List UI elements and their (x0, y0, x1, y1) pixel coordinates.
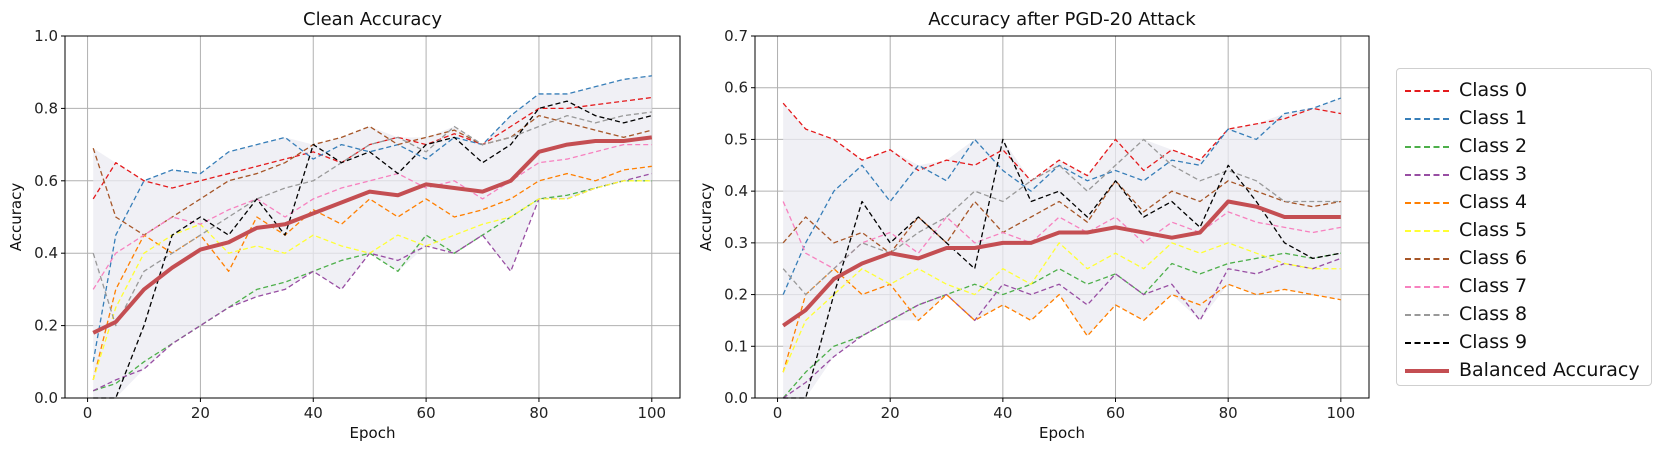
legend-swatch (1405, 369, 1449, 373)
series-line-class-5 (92, 180, 652, 381)
legend-label: Balanced Accuracy (1459, 359, 1640, 381)
legend-swatch (1405, 90, 1449, 94)
y-tick-label: 0.1 (724, 337, 748, 355)
legend-entry-class-1: Class 1 (1397, 105, 1651, 133)
legend-swatch (1405, 286, 1449, 290)
legend-label: Class 0 (1459, 79, 1528, 101)
legend-entry-class-6: Class 6 (1397, 245, 1651, 273)
y-tick-label: 0.2 (724, 286, 748, 304)
x-axis-label: Epoch (1039, 424, 1085, 442)
y-axis-label: Accuracy (7, 183, 25, 252)
series-line-class-8 (782, 138, 1341, 296)
chart-title: Accuracy after PGD-20 Attack (928, 9, 1196, 30)
legend-entry-class-2: Class 2 (1397, 133, 1651, 161)
range-band (783, 98, 1341, 399)
legend-swatch (1405, 146, 1449, 150)
series-line-class-1 (92, 75, 652, 362)
legend-swatch (1405, 314, 1449, 318)
x-tick-label: 20 (191, 404, 210, 422)
legend-label: Class 7 (1459, 275, 1528, 297)
y-tick-label: 0.6 (34, 172, 58, 190)
legend-entry-class-9: Class 9 (1397, 329, 1651, 357)
x-axis-label: Epoch (350, 424, 396, 442)
series-line-class-1 (782, 97, 1342, 295)
series-line-class-0 (92, 96, 652, 200)
x-tick-label: 60 (1106, 404, 1125, 422)
legend-entry-class-3: Class 3 (1397, 161, 1651, 189)
y-tick-label: 0.8 (34, 99, 58, 117)
x-tick-label: 40 (304, 404, 323, 422)
series-line-class-4 (92, 165, 652, 381)
legend-swatch (1405, 342, 1449, 346)
y-tick-label: 0.0 (724, 389, 748, 407)
legend-label: Class 2 (1459, 135, 1528, 157)
x-tick-label: 80 (529, 404, 548, 422)
series-line-class-2 (782, 252, 1341, 399)
legend-label: Class 8 (1459, 303, 1528, 325)
legend-swatch (1405, 230, 1449, 234)
x-tick-label: 100 (637, 404, 666, 422)
y-tick-label: 0.3 (724, 234, 748, 252)
chart-clean-accuracy: 0 20 40 60 80 100 0.0 0.2 0.4 0.6 0.8 1.0 Clean Accu… (7, 9, 681, 442)
legend-entry-class-8: Class 8 (1397, 301, 1651, 329)
series-line-class-4 (782, 268, 1341, 373)
y-axis-label: Accuracy (697, 183, 715, 252)
x-tick-label: 80 (1219, 404, 1238, 422)
plot-frame (754, 35, 1370, 399)
y-tick-label: 0.2 (34, 317, 58, 335)
legend-swatch (1405, 118, 1449, 122)
y-tick-label: 1.0 (34, 27, 58, 45)
legend-label: Class 4 (1459, 191, 1528, 213)
chart-pgd20-accuracy: 0 20 40 60 80 100 0.0 0.1 0.2 0.3 0.4 0.5 0.6 0.7 Accu… (697, 9, 1370, 442)
series-line-class-0 (782, 102, 1341, 182)
legend-swatch (1405, 258, 1449, 262)
y-tick-label: 0.6 (724, 79, 748, 97)
x-tick-label: 60 (417, 404, 436, 422)
x-tick-label: 0 (83, 404, 93, 422)
series-line-class-7 (782, 201, 1341, 270)
y-tick-label: 0.4 (724, 182, 748, 200)
legend-label: Class 9 (1459, 331, 1528, 353)
legend: Class 0 Class 1 Class 2 Class 3 Class 4 … (1396, 68, 1652, 386)
x-tick-label: 100 (1327, 404, 1356, 422)
legend-entry-class-4: Class 4 (1397, 189, 1651, 217)
legend-swatch (1405, 202, 1449, 206)
legend-entry-balanced-accuracy: Balanced Accuracy (1397, 357, 1651, 385)
legend-entry-class-5: Class 5 (1397, 217, 1651, 245)
y-tick-label: 0.5 (724, 130, 748, 148)
legend-swatch (1405, 174, 1449, 178)
series-line-balanced-accuracy (92, 135, 653, 335)
series-line-class-3 (782, 257, 1342, 399)
legend-label: Class 3 (1459, 163, 1528, 185)
legend-label: Class 5 (1459, 219, 1528, 241)
legend-label: Class 1 (1459, 107, 1528, 129)
y-tick-label: 0.4 (34, 244, 58, 262)
legend-entry-class-0: Class 0 (1397, 77, 1651, 105)
plot-frame (64, 35, 681, 399)
series-line-class-9 (93, 100, 652, 399)
range-band (93, 75, 652, 398)
legend-label: Class 6 (1459, 247, 1528, 269)
series-line-class-8 (92, 111, 652, 327)
y-tick-label: 0.7 (724, 27, 748, 45)
chart-title: Clean Accuracy (303, 9, 442, 30)
x-tick-label: 0 (773, 404, 783, 422)
y-tick-label: 0.0 (34, 389, 58, 407)
legend-entry-class-7: Class 7 (1397, 273, 1651, 301)
x-tick-label: 40 (993, 404, 1012, 422)
series-line-class-9 (783, 138, 1341, 399)
series-line-class-7 (92, 143, 652, 290)
x-tick-label: 20 (881, 404, 900, 422)
series-line-class-5 (782, 242, 1341, 373)
series-line-balanced-accuracy (782, 199, 1341, 328)
